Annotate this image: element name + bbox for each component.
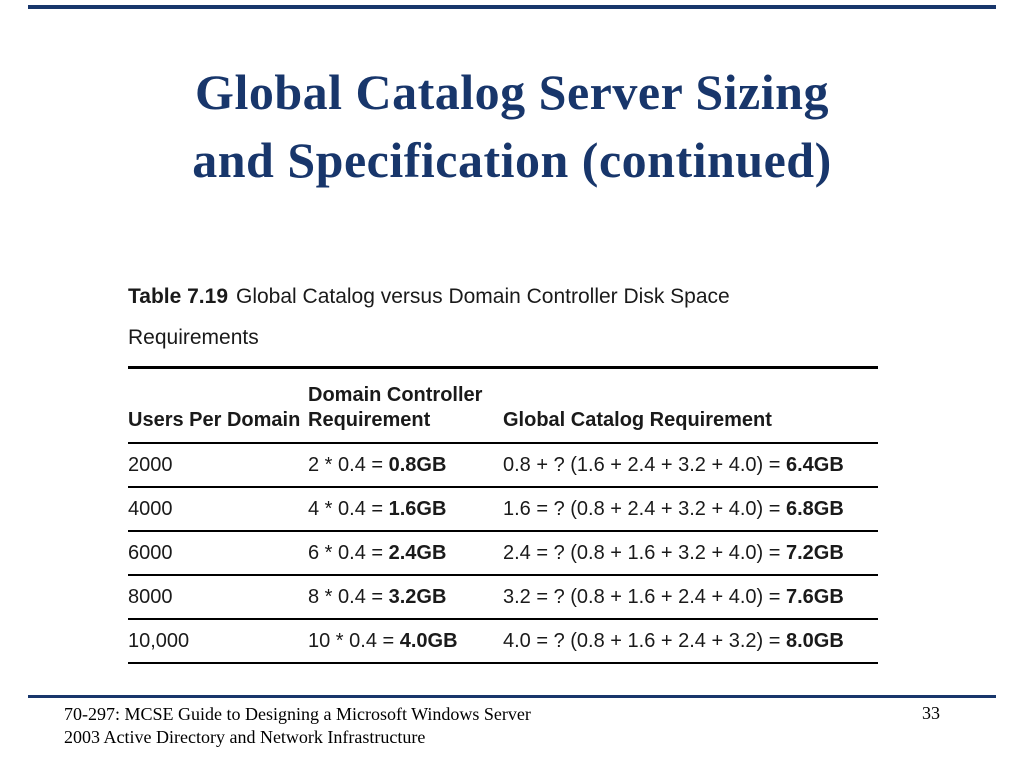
slide-title-line2: and Specification (continued) bbox=[192, 132, 832, 188]
gc-expression: 0.8 + ? (1.6 + 2.4 + 3.2 + 4.0) = bbox=[503, 454, 786, 476]
table-caption-text: Global Catalog versus Domain Controller … bbox=[128, 285, 730, 349]
footer-border-line bbox=[28, 695, 996, 698]
table-caption-block: Table 7.19 Global Catalog versus Domain C… bbox=[128, 276, 788, 358]
gc-expression: 4.0 = ? (0.8 + 1.6 + 2.4 + 3.2) = bbox=[503, 630, 786, 652]
cell-users: 4000 bbox=[128, 487, 308, 532]
cell-gc-requirement: 4.0 = ? (0.8 + 1.6 + 2.4 + 3.2) = 8.0GB bbox=[503, 619, 878, 664]
dc-value: 0.8GB bbox=[388, 454, 447, 476]
table-row: 10,000 10 * 0.4 = 4.0GB 4.0 = ? (0.8 + 1… bbox=[128, 619, 878, 664]
cell-gc-requirement: 2.4 = ? (0.8 + 1.6 + 3.2 + 4.0) = 7.2GB bbox=[503, 531, 878, 576]
cell-gc-requirement: 3.2 = ? (0.8 + 1.6 + 2.4 + 4.0) = 7.6GB bbox=[503, 575, 878, 620]
gc-value: 8.0GB bbox=[785, 630, 844, 652]
cell-dc-requirement: 10 * 0.4 = 4.0GB bbox=[308, 619, 503, 664]
cell-dc-requirement: 6 * 0.4 = 2.4GB bbox=[308, 531, 503, 576]
dc-value: 1.6GB bbox=[388, 498, 447, 520]
table-7-19: Table 7.19 Global Catalog versus Domain C… bbox=[128, 276, 878, 664]
col-header-domain-controller-requirement: Domain Controller Requirement bbox=[308, 367, 503, 444]
cell-dc-requirement: 8 * 0.4 = 3.2GB bbox=[308, 575, 503, 620]
cell-dc-requirement: 2 * 0.4 = 0.8GB bbox=[308, 443, 503, 488]
dc-expression: 4 * 0.4 = bbox=[308, 498, 389, 520]
table-row: 2000 2 * 0.4 = 0.8GB 0.8 + ? (1.6 + 2.4 … bbox=[128, 443, 878, 488]
table-row: 4000 4 * 0.4 = 1.6GB 1.6 = ? (0.8 + 2.4 … bbox=[128, 487, 878, 532]
cell-users: 2000 bbox=[128, 443, 308, 488]
col-header-global-catalog-requirement: Global Catalog Requirement bbox=[503, 367, 878, 444]
dc-value: 4.0GB bbox=[399, 630, 458, 652]
cell-users: 6000 bbox=[128, 531, 308, 576]
slide-title: Global Catalog Server Sizing and Specifi… bbox=[40, 58, 984, 194]
dc-expression: 6 * 0.4 = bbox=[308, 542, 389, 564]
footer-citation: 70-297: MCSE Guide to Designing a Micros… bbox=[64, 703, 531, 749]
table-header-row: Users Per Domain Domain Controller Requi… bbox=[128, 367, 878, 444]
top-border-line bbox=[28, 5, 996, 9]
gc-value: 7.6GB bbox=[785, 586, 844, 608]
cell-dc-requirement: 4 * 0.4 = 1.6GB bbox=[308, 487, 503, 532]
cell-users: 8000 bbox=[128, 575, 308, 620]
cell-users: 10,000 bbox=[128, 619, 308, 664]
dc-expression: 8 * 0.4 = bbox=[308, 586, 389, 608]
table-row: 8000 8 * 0.4 = 3.2GB 3.2 = ? (0.8 + 1.6 … bbox=[128, 575, 878, 620]
gc-value: 7.2GB bbox=[785, 542, 844, 564]
dc-expression: 2 * 0.4 = bbox=[308, 454, 389, 476]
page-number: 33 bbox=[922, 703, 940, 723]
cell-gc-requirement: 1.6 = ? (0.8 + 2.4 + 3.2 + 4.0) = 6.8GB bbox=[503, 487, 878, 532]
dc-value: 2.4GB bbox=[388, 542, 447, 564]
dc-value: 3.2GB bbox=[388, 586, 447, 608]
table-label: Table 7.19 bbox=[128, 285, 228, 308]
footer-citation-line2: 2003 Active Directory and Network Infras… bbox=[64, 727, 426, 747]
col-header-users-per-domain: Users Per Domain bbox=[128, 367, 308, 444]
footer-citation-line1: 70-297: MCSE Guide to Designing a Micros… bbox=[64, 704, 531, 724]
slide-title-line1: Global Catalog Server Sizing bbox=[195, 64, 829, 120]
gc-value: 6.4GB bbox=[785, 454, 844, 476]
disk-space-table: Users Per Domain Domain Controller Requi… bbox=[128, 366, 878, 664]
cell-gc-requirement: 0.8 + ? (1.6 + 2.4 + 3.2 + 4.0) = 6.4GB bbox=[503, 443, 878, 488]
gc-value: 6.8GB bbox=[785, 498, 844, 520]
gc-expression: 2.4 = ? (0.8 + 1.6 + 3.2 + 4.0) = bbox=[503, 542, 786, 564]
gc-expression: 3.2 = ? (0.8 + 1.6 + 2.4 + 4.0) = bbox=[503, 586, 786, 608]
gc-expression: 1.6 = ? (0.8 + 2.4 + 3.2 + 4.0) = bbox=[503, 498, 786, 520]
dc-expression: 10 * 0.4 = bbox=[308, 630, 400, 652]
table-row: 6000 6 * 0.4 = 2.4GB 2.4 = ? (0.8 + 1.6 … bbox=[128, 531, 878, 576]
